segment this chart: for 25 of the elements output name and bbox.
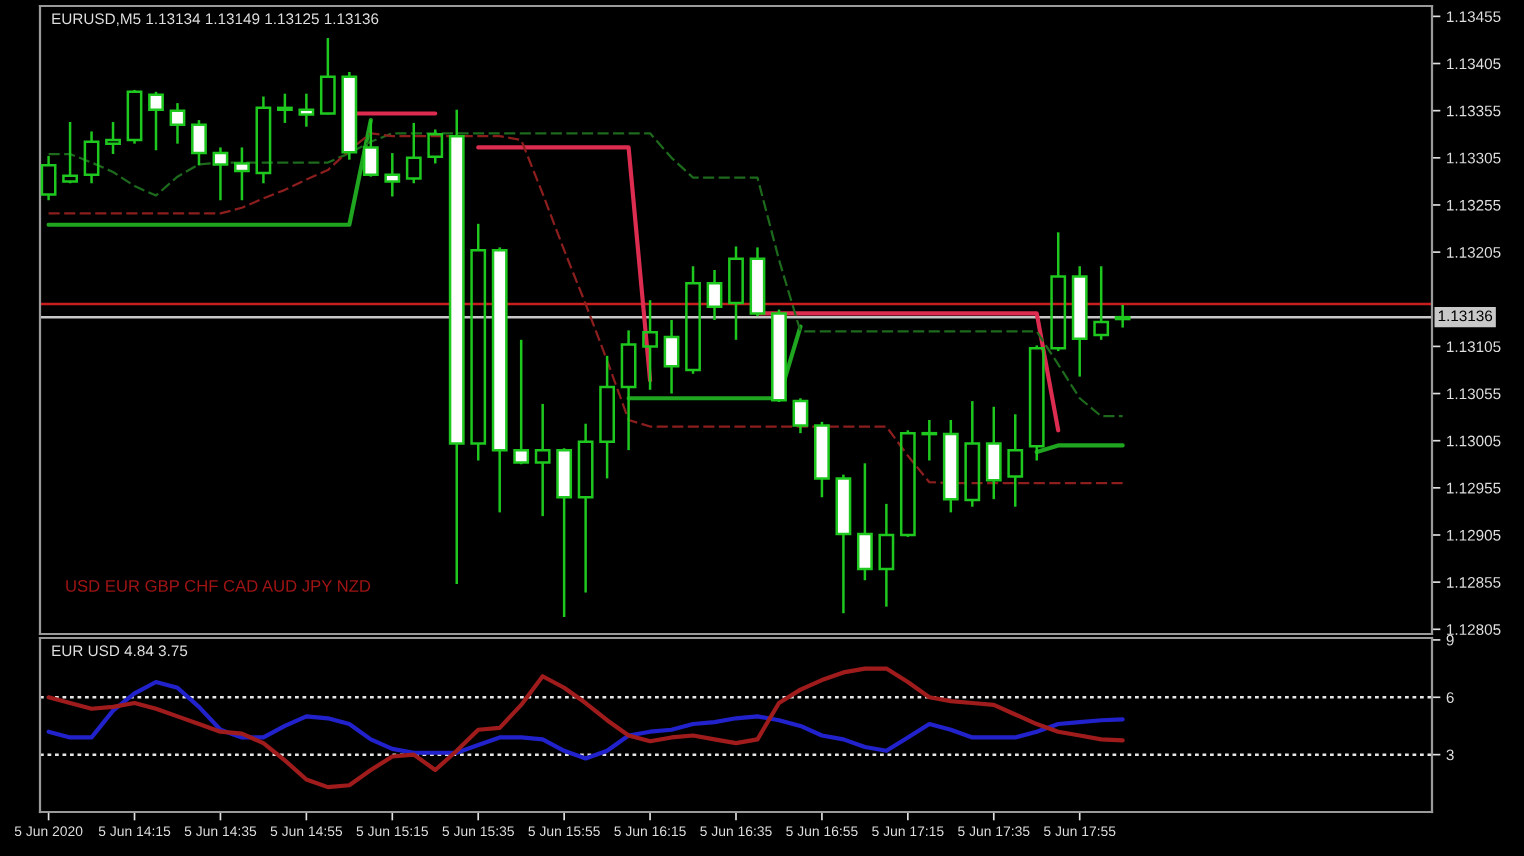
candlestick [255,95,272,185]
line-series [47,132,1124,418]
candlestick [620,329,637,452]
candlestick [985,405,1002,501]
candlestick [534,402,551,518]
candlestick [599,354,616,480]
candlestick [964,399,981,508]
candlestick [921,418,938,462]
candlestick [83,130,100,185]
candlestick [1071,265,1088,378]
line-series [46,666,1125,790]
candlestick [1007,413,1024,508]
candlestick [448,108,465,586]
candlestick [169,101,186,145]
candlestick [298,92,315,128]
candlestick [212,146,229,202]
candlestick [706,268,723,322]
candlestick [642,298,658,392]
annotation: USD EUR GBP CHF CAD AUD JPY NZD [66,580,371,592]
candlestick [1114,303,1131,329]
candlestick [663,318,680,395]
candlestick [384,151,401,198]
candlestick [878,502,895,608]
line-series [46,679,1125,761]
candlestick [577,422,594,594]
